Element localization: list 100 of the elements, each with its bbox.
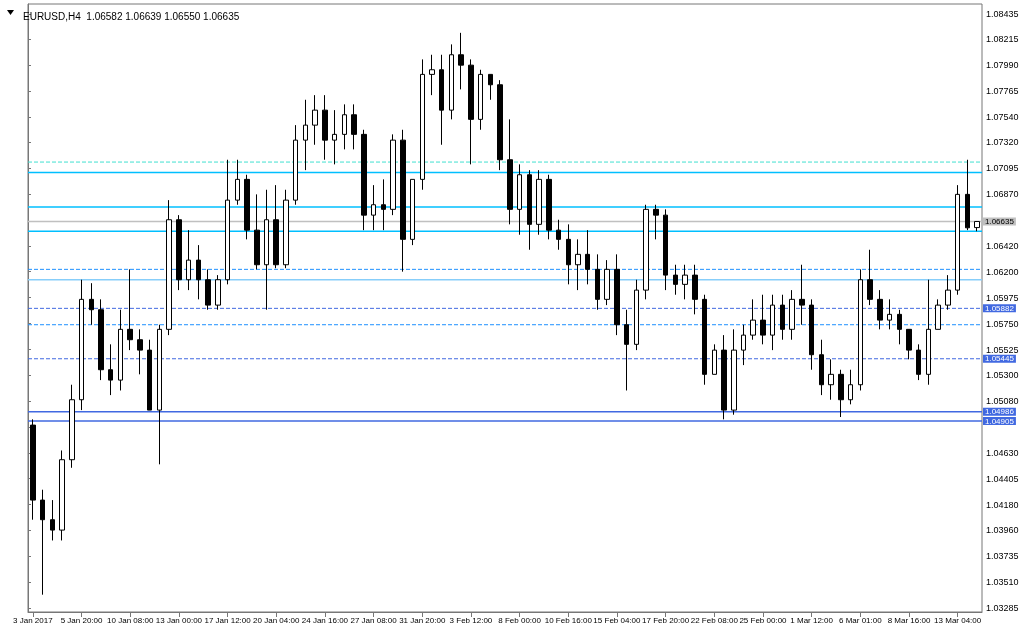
x-tick-label: 20 Jan 04:00 [253, 615, 300, 625]
candlestick [351, 103, 357, 150]
candlestick [225, 159, 230, 285]
candlestick [604, 259, 610, 306]
y-tick-label: 1.07320 [986, 137, 1019, 148]
ref-line-label: 1.04986 [985, 407, 1015, 417]
candlestick [50, 499, 55, 541]
y-tick-label: 1.07095 [986, 163, 1019, 174]
candlestick [595, 253, 600, 311]
y-tick-label: 1.08215 [986, 34, 1019, 45]
x-tick-label: 8 Feb 00:00 [498, 615, 542, 625]
candlestick [692, 264, 698, 315]
candlestick [439, 54, 444, 146]
candlestick [819, 339, 824, 396]
x-tick-label: 6 Mar 01:00 [838, 615, 883, 625]
x-tick-label: 5 Jan 20:00 [60, 615, 103, 625]
x-tick-label: 27 Jan 08:00 [350, 615, 398, 625]
candlestick [945, 274, 951, 311]
x-tick-label: 25 Feb 00:00 [739, 615, 788, 625]
candlestick [176, 214, 182, 291]
x-tick-label: 22 Feb 08:00 [690, 615, 739, 625]
candlestick [974, 220, 980, 232]
candlestick [118, 309, 123, 391]
candlestick [235, 159, 240, 206]
candlestick [809, 298, 814, 371]
x-tick-label: 3 Feb 12:00 [449, 615, 493, 625]
candlestick [79, 279, 84, 411]
y-tick-label: 1.07765 [986, 86, 1019, 97]
candlestick [897, 309, 902, 345]
candlestick [273, 184, 279, 269]
y-tick-label: 1.08435 [986, 8, 1019, 19]
candlestick [624, 309, 629, 391]
y-tick-label: 1.06200 [986, 266, 1019, 277]
x-tick-label: 13 Mar 04:00 [934, 615, 982, 625]
x-tick-label: 17 Jan 12:00 [204, 615, 252, 625]
candlestick [760, 294, 766, 345]
ref-line-label: 1.06635 [985, 216, 1015, 226]
x-tick-label: 13 Jan 00:00 [155, 615, 203, 625]
x-tick-label: 10 Jan 08:00 [107, 615, 154, 625]
candlestick [166, 199, 172, 336]
candlestick [283, 189, 289, 269]
candlestick [205, 268, 211, 311]
y-tick-label: 1.03960 [986, 525, 1019, 536]
candlestick [721, 334, 727, 420]
candlestick [410, 178, 415, 246]
y-tick-label: 1.05525 [986, 344, 1019, 355]
y-tick-label: 1.06420 [986, 241, 1019, 252]
candlestick [682, 264, 688, 300]
candlestick [196, 244, 201, 300]
candlestick [887, 298, 892, 330]
candlestick [507, 118, 513, 225]
y-tick-label: 1.05750 [986, 318, 1019, 329]
candlestick [750, 298, 756, 341]
candlestick [458, 32, 464, 90]
candlestick [322, 94, 328, 161]
candlestick [254, 193, 260, 270]
candlestick [59, 449, 65, 541]
y-tick-label: 1.05975 [986, 292, 1019, 303]
y-tick-label: 1.04180 [986, 499, 1019, 510]
candlestick [400, 129, 406, 273]
candlestick [517, 163, 522, 236]
ref-line-label: 1.05882 [985, 303, 1015, 313]
candlestick [186, 229, 191, 291]
candlestick [342, 103, 347, 150]
candlestick [108, 343, 113, 396]
x-tick-label: 31 Jan 20:00 [399, 615, 446, 625]
candlestick [30, 418, 36, 521]
y-tick-label: 1.04405 [986, 473, 1019, 484]
candlestick [828, 358, 834, 401]
candlestick [478, 69, 483, 131]
text: EURUSD,H4 1.06582 1.06639 1.06550 1.06635 [23, 10, 240, 22]
candlestick [634, 279, 639, 351]
candlestick [69, 384, 75, 469]
candlestick [98, 298, 104, 381]
candlestick [420, 58, 425, 191]
candlestick [127, 268, 133, 351]
candlestick [877, 289, 883, 330]
candlestick [556, 219, 561, 251]
candlestick [312, 94, 318, 146]
candlestick [371, 184, 376, 231]
candlestick [157, 324, 162, 465]
candlestick [381, 178, 386, 231]
x-tick-label: 10 Feb 16:00 [544, 615, 593, 625]
candlestick [244, 174, 250, 240]
candlestick [40, 489, 45, 596]
candlestick [575, 238, 581, 291]
y-tick-label: 1.07540 [986, 112, 1019, 123]
candlestick [536, 169, 542, 236]
candlestick [653, 204, 659, 240]
candlestick [390, 133, 396, 216]
candlestick [731, 328, 737, 416]
candlestick [712, 343, 717, 375]
y-tick-label: 1.04630 [986, 447, 1019, 458]
candlestick [858, 268, 863, 391]
candlestick [527, 169, 532, 251]
y-tick-label: 1.05300 [986, 370, 1019, 381]
candlestick [361, 129, 367, 231]
x-tick-label: 8 Mar 16:00 [887, 615, 931, 625]
candlestick [789, 289, 795, 341]
x-tick-label: 17 Feb 20:00 [642, 615, 690, 625]
